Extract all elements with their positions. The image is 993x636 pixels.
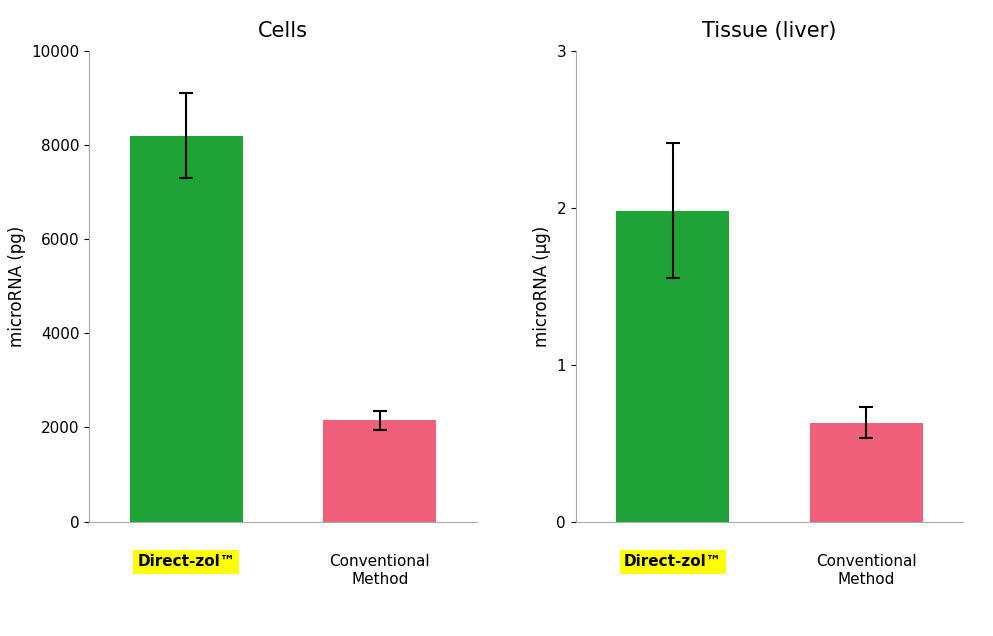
Y-axis label: microRNA (pg): microRNA (pg) [8,226,26,347]
Bar [324,420,436,522]
Bar [130,135,242,522]
Text: Direct-zol™: Direct-zol™ [624,555,722,569]
Title: Tissue (liver): Tissue (liver) [702,21,837,41]
Text: Conventional
Method: Conventional Method [330,555,430,587]
Bar [617,211,729,522]
Title: Cells: Cells [258,21,308,41]
Text: Direct-zol™: Direct-zol™ [137,555,235,569]
Y-axis label: microRNA (μg): microRNA (μg) [533,226,551,347]
Text: Conventional
Method: Conventional Method [816,555,917,587]
Bar [810,423,922,522]
